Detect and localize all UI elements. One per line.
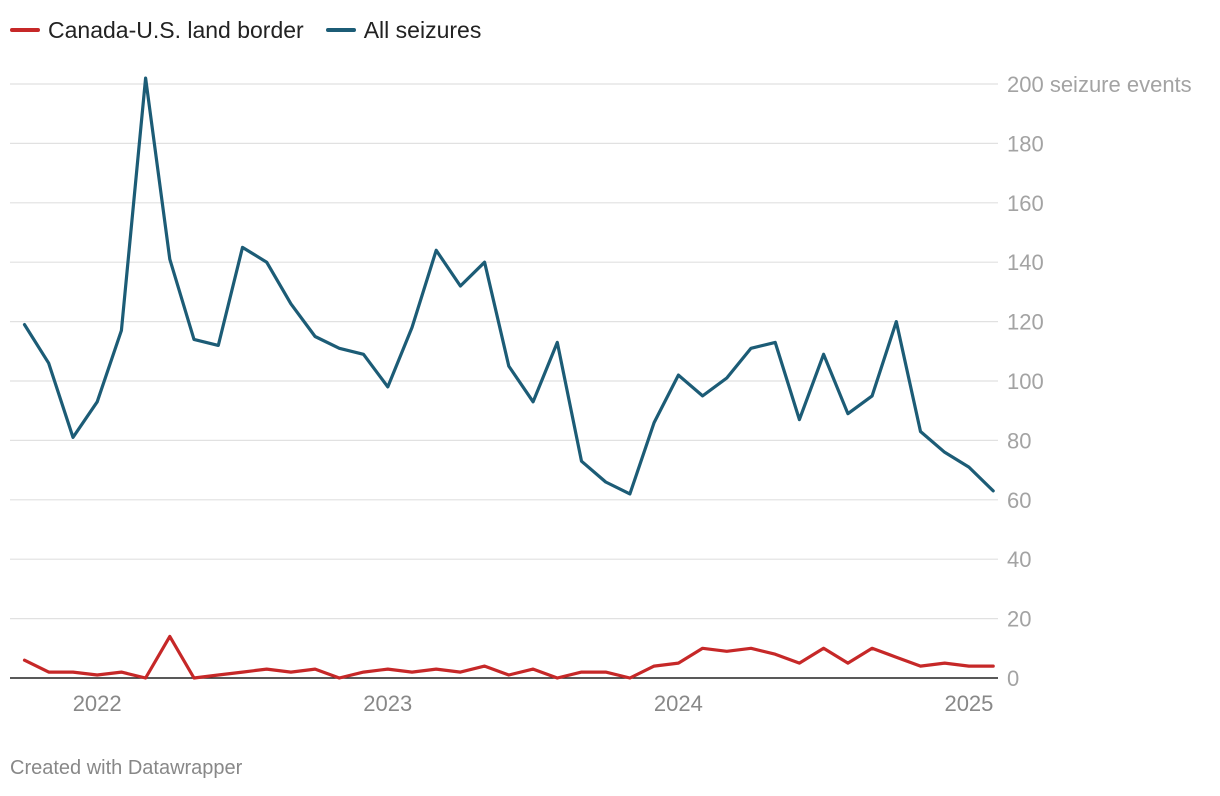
y-tick-label-100: 100 [1007,369,1044,394]
legend-item-all-seizures[interactable]: All seizures [325,16,482,44]
y-tick-label-200: 200 seizure events [1007,72,1192,97]
y-tick-label-160: 160 [1007,191,1044,216]
y-tick-label-80: 80 [1007,428,1031,453]
y-tick-label-120: 120 [1007,310,1044,335]
x-tick-label-2022: 2022 [73,691,122,716]
series-line-canada-u-s-land-border [22,634,995,680]
legend-item-canada-us-land-border[interactable]: Canada-U.S. land border [10,17,304,44]
y-tick-label-40: 40 [1007,547,1031,572]
y-tick-label-140: 140 [1007,250,1044,275]
x-tick-label-2023: 2023 [363,691,412,716]
x-tick-label-2025: 2025 [944,691,993,716]
legend-swatch-canada-us-land-border [10,28,40,32]
y-tick-label-60: 60 [1007,488,1031,513]
legend-label-all-seizures: All seizures [363,16,482,43]
legend-label-canada-us-land-border: Canada-U.S. land border [48,16,304,43]
x-tick-label-2024: 2024 [654,691,703,716]
legend-swatch-all-seizures [325,28,356,32]
legend: Canada-U.S. land border All seizures [10,14,481,46]
line-chart: 0 20 40 60 80 100 120 140 160 180 200 seizure even… [10,72,1192,716]
y-tick-label-180: 180 [1007,131,1044,156]
series-line-all-seizures [22,76,995,496]
y-tick-label-20: 20 [1007,607,1031,632]
footer-credit: Created with Datawrapper [10,757,243,779]
y-tick-label-0: 0 [1007,666,1019,691]
